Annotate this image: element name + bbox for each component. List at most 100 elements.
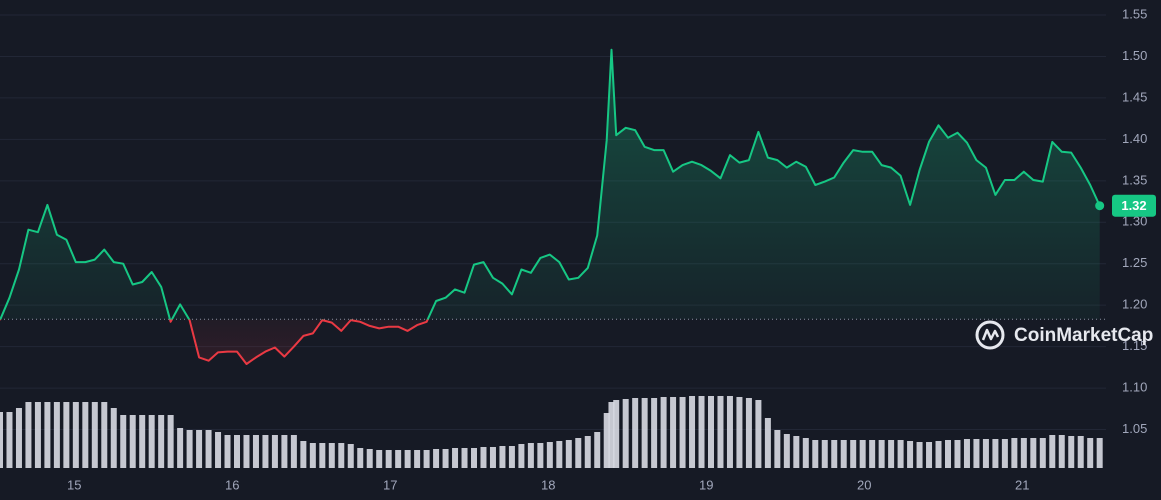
y-tick-label: 1.35 [1122,172,1147,187]
x-tick-label: 15 [67,477,81,492]
volume-bar [1049,435,1056,468]
volume-bar [101,402,108,468]
volume-bar [376,450,383,468]
volume-bar [120,415,127,468]
volume-bar [745,398,752,468]
volume-bar [148,415,155,468]
volume-bar [480,447,487,468]
volume-bar [1087,438,1094,468]
volume-bar [518,444,525,468]
volume-bar [215,432,222,468]
volume-bar [290,435,297,468]
volume-bar [489,447,496,468]
volume-bar [793,436,800,468]
volume-bar [234,435,240,468]
volume-bar [1096,438,1103,468]
volume-bar [129,415,136,468]
y-tick-label: 1.55 [1122,6,1147,21]
volume-bar [158,415,165,468]
volume-bar [679,397,686,468]
y-tick-label: 1.20 [1122,297,1147,312]
price-line [0,48,1101,365]
volume-bar [546,442,553,468]
volume-bar [689,396,696,468]
volume-bar [328,443,335,468]
x-tick-label: 16 [225,477,239,492]
volume-bar [982,439,989,468]
volume-bar [0,412,3,468]
volume-bar [1077,436,1084,468]
volume-bar [6,412,13,468]
volume-bar [736,397,743,468]
volume-bar [840,440,847,468]
volume-bar [1058,435,1065,468]
x-tick-label: 17 [383,477,397,492]
y-tick-label: 1.15 [1122,338,1147,353]
volume-bar [271,435,278,468]
volume-bar [309,443,316,468]
volume-bar [821,440,828,468]
volume-bar [72,402,79,468]
y-tick-label: 1.45 [1122,89,1147,104]
volume-bar [508,446,515,468]
volume-bar [907,441,914,468]
volume-bar [252,435,259,468]
volume-bar [764,418,771,468]
x-tick-label: 18 [541,477,555,492]
volume-bar [651,398,658,468]
volume-bar [992,439,999,468]
volume-bar [461,448,468,468]
volume-bar [167,415,174,468]
volume-bar [25,402,32,468]
watermark: CoinMarketCap [1014,325,1153,346]
y-tick-label: 1.05 [1122,421,1147,436]
volume-bar [575,438,582,468]
volume-bar [556,441,563,468]
volume-bar [660,397,667,468]
volume-bar [186,430,193,468]
volume-bar [670,397,677,468]
volume-bar [1039,438,1046,468]
volume-bar [281,435,288,468]
volume-bar [812,440,819,468]
volume-bar [1020,438,1027,468]
volume-bar [91,402,98,468]
volume-bar [802,438,809,468]
volume-bar [622,399,629,468]
volume-bar [878,440,885,468]
volume-bar [963,439,970,468]
volume-bar [423,450,430,468]
volume-bar [945,440,951,468]
volume-bar [44,402,51,468]
price-badge [1112,194,1156,217]
volume-bar [1001,439,1008,468]
volume-bar [774,430,781,468]
volume-bar [177,428,184,468]
volume-bar [224,435,231,468]
volume-bar [1011,438,1018,468]
x-tick-label: 21 [1015,477,1029,492]
volume-bar [954,440,961,468]
volume-bar [499,446,506,468]
volume-bar [262,435,269,468]
volume-bar [698,396,705,468]
volume-bar [565,440,572,468]
volume-bar [338,443,345,468]
volume-bar [82,402,89,468]
volume-bar [935,441,942,468]
volume-bar [973,439,980,468]
volume-bar [783,434,790,468]
volume-bar [869,440,876,468]
volume-bar [471,448,477,468]
volume-bar [385,450,392,468]
y-tick-label: 1.25 [1122,255,1147,270]
last-point [1095,201,1105,211]
volume-bar [404,450,411,468]
y-tick-label: 1.50 [1122,48,1147,63]
volume-bar [926,442,933,468]
x-tick-label: 19 [699,477,713,492]
volume-bar [641,398,648,468]
volume-bar [366,449,373,468]
volume-bar [34,402,41,468]
